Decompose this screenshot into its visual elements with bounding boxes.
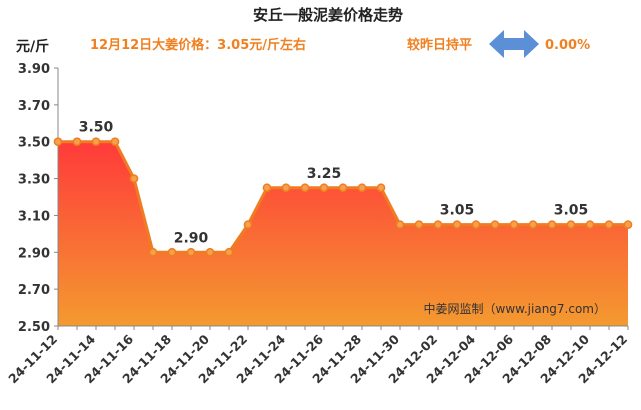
data-point xyxy=(433,220,443,229)
data-point xyxy=(414,220,424,229)
change-value: 0.00% xyxy=(545,38,590,53)
data-label: 2.90 xyxy=(174,230,209,246)
data-point xyxy=(205,247,215,257)
data-point xyxy=(224,247,234,257)
y-tick-label: 3.70 xyxy=(18,99,50,114)
compare-label: 较昨日持平 xyxy=(407,37,472,53)
data-point xyxy=(585,220,595,229)
data-point xyxy=(490,220,500,229)
y-tick-label: 3.50 xyxy=(18,136,50,151)
data-point xyxy=(186,247,196,257)
data-point xyxy=(357,183,367,193)
price-note: 12月12日大姜价格：3.05元/斤左右 xyxy=(90,37,306,53)
data-point xyxy=(376,183,386,193)
y-axis-unit: 元/斤 xyxy=(16,38,49,55)
y-tick-label: 3.90 xyxy=(18,62,50,77)
data-point xyxy=(623,220,633,229)
data-point xyxy=(53,137,63,147)
data-point xyxy=(300,183,310,193)
data-point xyxy=(319,183,329,193)
y-tick-label: 3.30 xyxy=(18,173,50,188)
data-point xyxy=(262,183,272,193)
data-point xyxy=(566,220,576,229)
data-point xyxy=(129,174,139,183)
y-tick-label: 3.10 xyxy=(18,209,50,224)
data-point xyxy=(509,220,519,229)
data-point xyxy=(243,220,253,229)
data-point xyxy=(528,220,538,229)
data-point xyxy=(281,183,291,193)
data-point xyxy=(338,183,348,193)
y-tick-label: 2.90 xyxy=(18,246,50,261)
price-area xyxy=(58,141,628,326)
data-point xyxy=(72,137,82,147)
data-point xyxy=(604,220,614,229)
watermark: 中姜网监制（www.jiang7.com） xyxy=(424,301,606,316)
data-label: 3.05 xyxy=(440,203,475,219)
data-point xyxy=(148,247,158,257)
data-point xyxy=(452,220,462,229)
data-point xyxy=(395,220,405,229)
data-point xyxy=(110,137,120,147)
y-tick-label: 2.70 xyxy=(18,283,50,298)
data-point xyxy=(471,220,481,229)
data-label: 3.50 xyxy=(79,120,114,136)
data-label: 3.25 xyxy=(307,166,342,182)
data-point xyxy=(167,247,177,257)
y-tick-label: 2.50 xyxy=(18,320,50,335)
data-point xyxy=(91,137,101,147)
plot-area: 3.903.703.503.303.102.902.702.5024-11-12… xyxy=(5,62,633,386)
double-arrow-icon xyxy=(489,30,539,58)
data-point xyxy=(547,220,557,229)
data-label: 3.05 xyxy=(554,203,589,219)
chart-title: 安丘一般泥姜价格走势 xyxy=(253,6,403,24)
